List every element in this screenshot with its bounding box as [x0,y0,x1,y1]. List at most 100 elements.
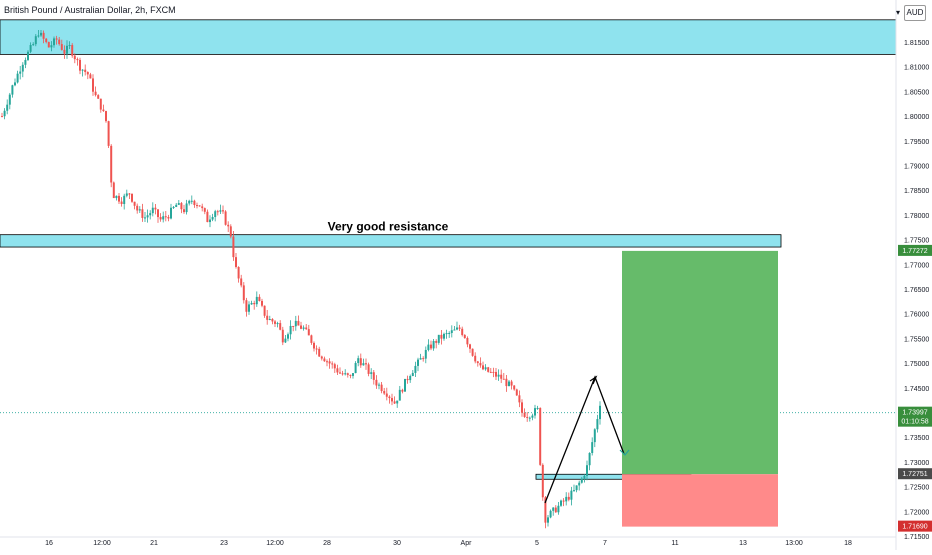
candle-body[interactable] [531,415,534,418]
candle-body[interactable] [118,195,120,202]
candle-body[interactable] [409,376,412,381]
candle-body[interactable] [224,211,227,225]
candle-body[interactable] [385,393,388,397]
candle-body[interactable] [125,193,128,196]
candle-body[interactable] [424,349,427,359]
candle-body[interactable] [461,328,464,336]
candle-body[interactable] [437,334,440,343]
candle-body[interactable] [11,85,14,95]
position-loss-zone[interactable] [622,474,778,527]
candle-body[interactable] [458,327,461,329]
candle-body[interactable] [539,407,542,465]
candle-body[interactable] [141,209,144,218]
candle-body[interactable] [333,364,336,369]
candle-body[interactable] [136,205,139,211]
candle-body[interactable] [71,45,74,56]
zone-very-good-resistance[interactable] [0,234,782,248]
candle-body[interactable] [128,193,131,195]
candle-body[interactable] [146,215,149,218]
candle-body[interactable] [237,266,240,279]
candle-body[interactable] [482,365,484,370]
candle-body[interactable] [209,219,211,223]
candle-body[interactable] [547,517,549,523]
candle-body[interactable] [372,372,375,380]
candle-body[interactable] [502,378,505,380]
drawn-path-line[interactable] [544,375,625,504]
candle-body[interactable] [16,73,19,83]
candle-body[interactable] [544,497,547,523]
candle-body[interactable] [341,373,344,375]
candle-body[interactable] [541,464,544,498]
candle-body[interactable] [417,359,419,366]
candle-body[interactable] [203,208,206,212]
candle-body[interactable] [6,104,9,111]
candle-body[interactable] [60,44,63,50]
candle-body[interactable] [318,348,321,357]
currency-button[interactable]: AUD [904,5,926,21]
candle-body[interactable] [37,35,40,37]
candle-body[interactable] [32,44,35,46]
candle-body[interactable] [99,98,102,110]
candle-body[interactable] [144,217,146,219]
candle-body[interactable] [448,333,451,335]
candle-body[interactable] [339,372,341,374]
candle-body[interactable] [562,500,565,502]
candle-body[interactable] [515,389,518,396]
candle-body[interactable] [271,318,274,322]
candle-body[interactable] [8,94,11,105]
candle-body[interactable] [258,296,261,301]
candle-body[interactable] [557,505,560,513]
candle-body[interactable] [307,329,310,336]
candle-body[interactable] [42,32,45,39]
candle-body[interactable] [89,74,92,79]
candle-body[interactable] [68,45,71,47]
candle-body[interactable] [294,320,297,327]
candle-body[interactable] [471,348,474,356]
candle-body[interactable] [300,325,302,329]
candle-body[interactable] [570,490,573,500]
candle-body[interactable] [349,374,352,376]
candle-body[interactable] [378,384,380,386]
candle-body[interactable] [248,304,250,312]
candle-body[interactable] [287,334,289,339]
candle-body[interactable] [463,335,466,338]
candle-body[interactable] [222,210,224,212]
candle-body[interactable] [445,333,448,335]
candle-body[interactable] [138,209,141,211]
candle-body[interactable] [92,78,94,92]
candle-body[interactable] [456,327,458,330]
candle-body[interactable] [279,323,282,330]
candle-body[interactable] [554,507,557,513]
candle-body[interactable] [479,363,482,366]
candle-body[interactable] [27,51,29,60]
candle-body[interactable] [105,111,107,122]
candle-body[interactable] [440,334,443,339]
candle-body[interactable] [596,419,599,430]
candle-body[interactable] [404,378,406,392]
candle-body[interactable] [344,373,347,375]
candle-body[interactable] [66,45,68,54]
candle-body[interactable] [198,205,201,207]
candle-body[interactable] [508,381,510,387]
candle-body[interactable] [476,361,479,364]
candle-body[interactable] [216,211,219,213]
candle-body[interactable] [175,204,178,207]
candle-body[interactable] [474,355,477,362]
candle-body[interactable] [354,362,357,374]
candle-body[interactable] [73,55,76,60]
candle-body[interactable] [411,372,414,377]
zone-top-resistance[interactable] [0,19,897,55]
candle-body[interactable] [396,400,399,404]
candle-body[interactable] [513,385,516,390]
candle-body[interactable] [97,95,100,99]
candle-body[interactable] [151,207,154,214]
chevron-down-icon[interactable]: ▾ [896,8,901,17]
candle-body[interactable] [55,38,58,40]
candle-body[interactable] [170,207,172,219]
candle-body[interactable] [281,329,284,343]
candle-body[interactable] [323,358,326,362]
candle-body[interactable] [362,363,365,366]
candle-body[interactable] [229,226,232,237]
candle-body[interactable] [536,407,539,409]
candle-body[interactable] [586,465,588,476]
